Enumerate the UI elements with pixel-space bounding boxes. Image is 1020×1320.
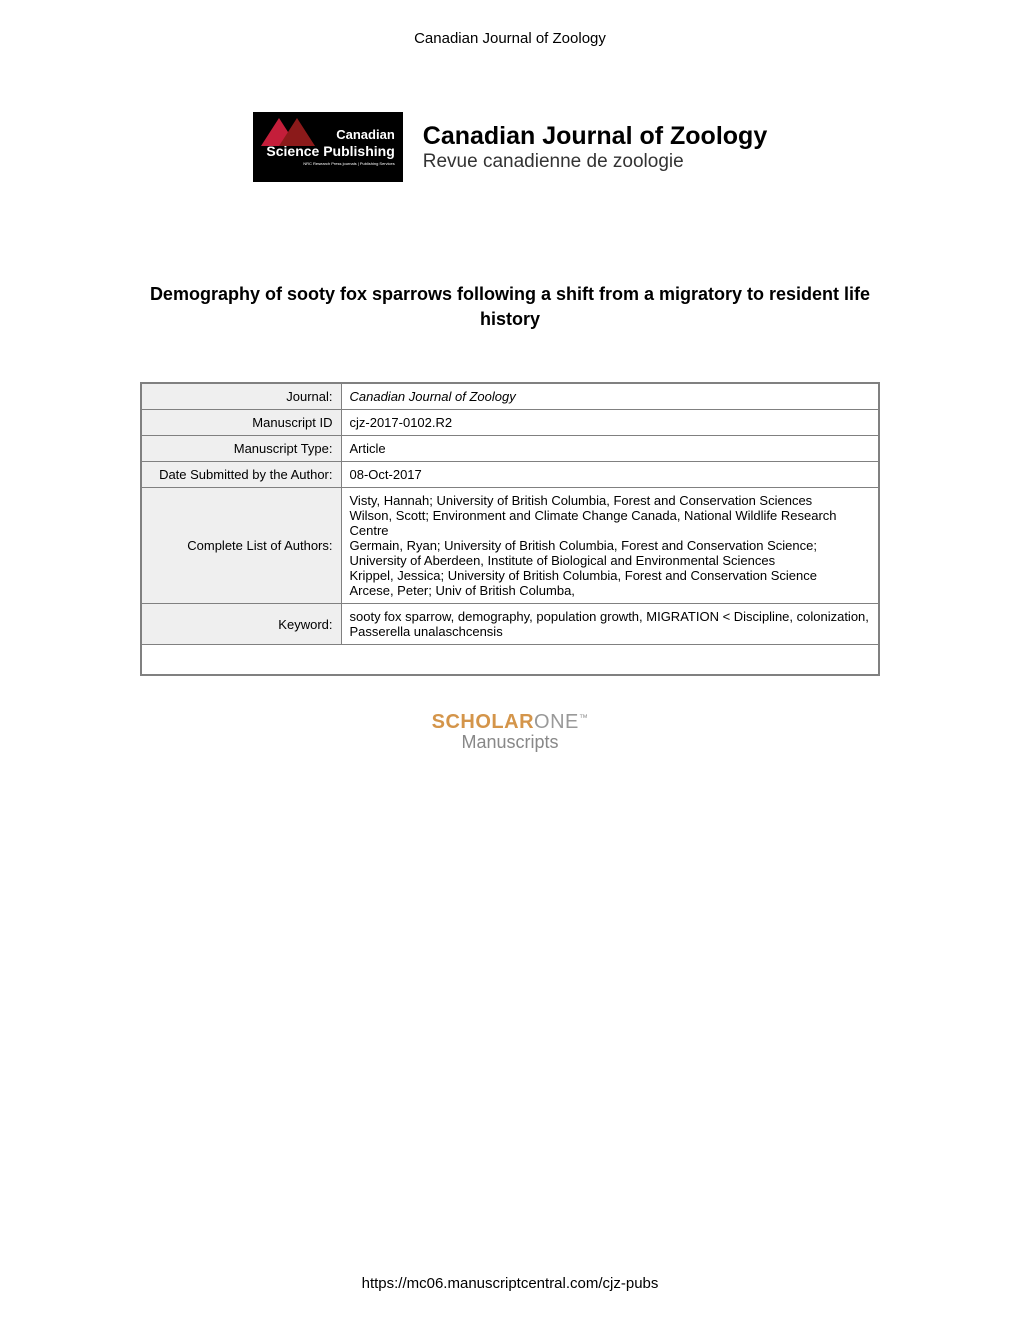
manuscripts-text: Manuscripts — [0, 732, 1020, 753]
table-row: Complete List of Authors:Visty, Hannah; … — [141, 488, 879, 604]
metadata-table: Journal:Canadian Journal of ZoologyManus… — [140, 382, 880, 676]
publisher-name: Canadian — [336, 128, 395, 142]
page-header: Canadian Journal of Zoology — [0, 0, 1020, 47]
metadata-value: Article — [341, 436, 879, 462]
table-row — [141, 645, 879, 675]
logo-section: Canadian Science Publishing NRC Research… — [0, 112, 1020, 182]
one-text: ONE — [534, 711, 579, 733]
scholarone-brand: SCHOLARONE™ — [0, 711, 1020, 734]
table-row: Date Submitted by the Author:08-Oct-2017 — [141, 462, 879, 488]
publisher-logo: Canadian Science Publishing NRC Research… — [253, 112, 403, 182]
table-row: Manuscript Type:Article — [141, 436, 879, 462]
metadata-value: Canadian Journal of Zoology — [341, 383, 879, 410]
journal-title: Canadian Journal of Zoology — [423, 122, 767, 151]
metadata-value: sooty fox sparrow, demography, populatio… — [341, 604, 879, 645]
table-row: Journal:Canadian Journal of Zoology — [141, 383, 879, 410]
table-row: Keyword:sooty fox sparrow, demography, p… — [141, 604, 879, 645]
logo-triangle-icon — [279, 118, 315, 146]
metadata-label: Journal: — [141, 383, 341, 410]
metadata-label: Manuscript Type: — [141, 436, 341, 462]
metadata-label: Complete List of Authors: — [141, 488, 341, 604]
metadata-label: Keyword: — [141, 604, 341, 645]
article-title: Demography of sooty fox sparrows followi… — [0, 282, 1020, 332]
footer-url: https://mc06.manuscriptcentral.com/cjz-p… — [0, 1275, 1020, 1292]
metadata-value: Visty, Hannah; University of British Col… — [341, 488, 879, 604]
table-row: Manuscript IDcjz-2017-0102.R2 — [141, 410, 879, 436]
metadata-value: 08-Oct-2017 — [341, 462, 879, 488]
empty-cell — [141, 645, 879, 675]
scholar-text: SCHOLAR — [432, 711, 534, 733]
metadata-label: Date Submitted by the Author: — [141, 462, 341, 488]
trademark-icon: ™ — [579, 712, 589, 722]
metadata-label: Manuscript ID — [141, 410, 341, 436]
scholarone-logo: SCHOLARONE™ Manuscripts — [0, 711, 1020, 753]
journal-title-block: Canadian Journal of Zoology Revue canadi… — [423, 122, 767, 173]
metadata-value: cjz-2017-0102.R2 — [341, 410, 879, 436]
journal-subtitle: Revue canadienne de zoologie — [423, 151, 767, 173]
publisher-tagline: NRC Research Press journals | Publishing… — [303, 161, 395, 166]
